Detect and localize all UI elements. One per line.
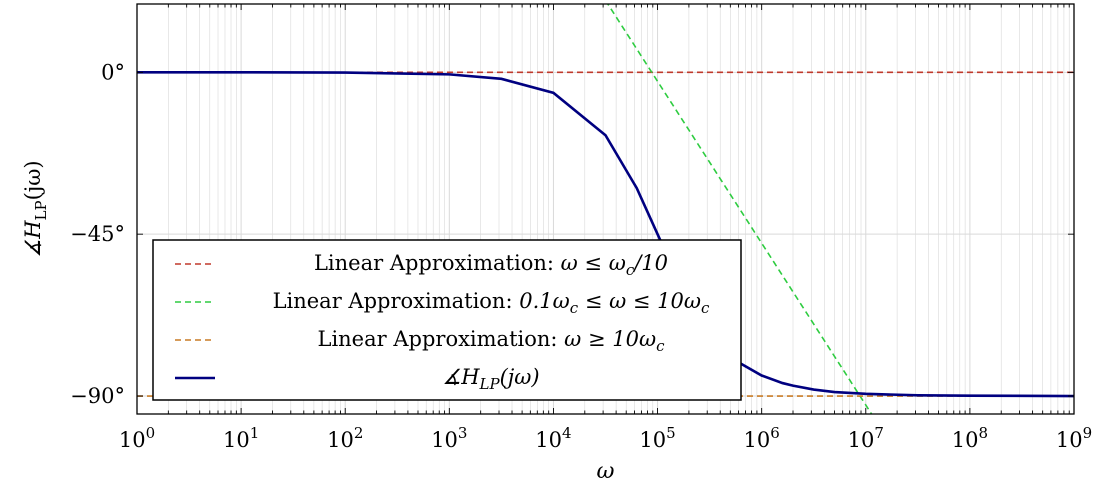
y-tick-label: 0° (101, 60, 125, 84)
legend-label-3: Linear Approximation: ω ≥ 10ωc (318, 327, 666, 355)
x-tick-label: 108 (952, 424, 988, 452)
y-axis-label: ∡HLP(jω) (21, 160, 50, 257)
axis-ticks: 0° −45° −90° 100 101 102 103 104 105 106 107 108 109 (70, 4, 1092, 452)
axis-labels: ω ∡HLP(jω) (21, 160, 615, 484)
legend-label-4: ∡HLP(jω) (442, 365, 539, 393)
x-tick-label: 103 (431, 424, 467, 452)
series-line-2 (606, 4, 873, 414)
x-axis-label: ω (597, 459, 615, 484)
legend-label-1: Linear Approximation: ω ≤ ωc/10 (314, 251, 668, 279)
x-tick-label: 107 (848, 424, 884, 452)
legend-label-2: Linear Approximation: 0.1ωc ≤ ω ≤ 10ωc (273, 289, 710, 317)
y-tick-label: −90° (70, 384, 125, 408)
x-tick-label: 104 (535, 424, 571, 452)
legend: Linear Approximation: ω ≤ ωc/10 Linear Ap… (152, 239, 742, 401)
y-tick-label: −45° (70, 222, 125, 246)
legend-box (152, 239, 742, 401)
plot-frame (136, 3, 1075, 415)
x-tick-label: 101 (223, 424, 259, 452)
y-axis-label-text: ∡HLP(jω) (21, 160, 50, 257)
x-tick-label: 100 (119, 424, 155, 452)
x-tick-label: 102 (327, 424, 363, 452)
x-tick-label: 105 (639, 424, 675, 452)
x-tick-label: 109 (1056, 424, 1092, 452)
x-tick-label: 106 (744, 424, 780, 452)
